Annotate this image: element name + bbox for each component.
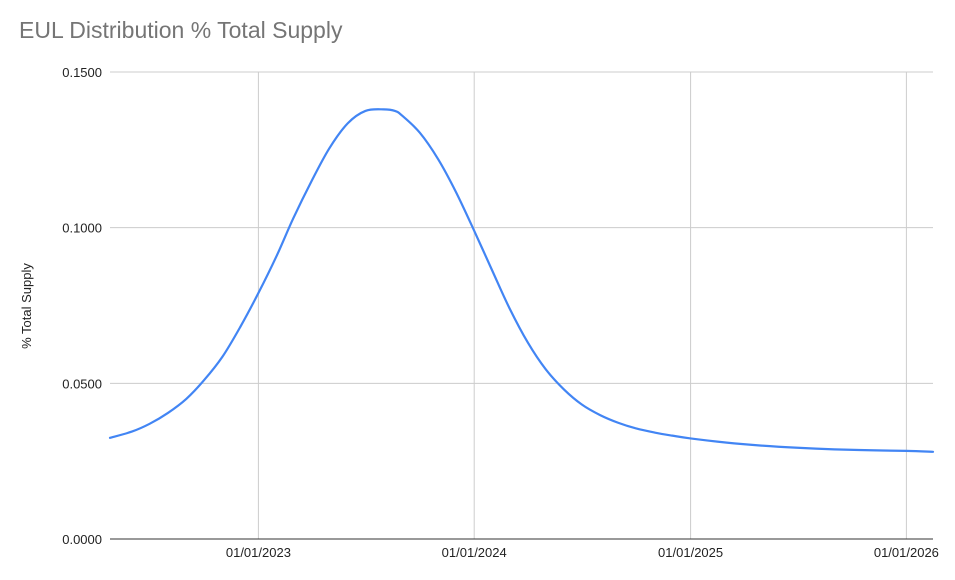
y-tick-label: 0.0000 [62,532,102,547]
series-layer [108,108,935,453]
x-tick-label: 01/01/2023 [226,545,291,560]
chart-title: EUL Distribution % Total Supply [19,17,343,43]
y-axis-title: % Total Supply [19,263,34,349]
tick-labels: 0.0000 0.0500 0.1000 0.1500 01/01/2023 01/01/… [62,65,939,560]
y-tick-label: 0.0500 [62,376,102,391]
x-tick-label: 01/01/2024 [442,545,507,560]
y-tick-label: 0.1000 [62,221,102,236]
grid-lines [110,71,933,539]
x-tick-label: 01/01/2026 [874,545,939,560]
series-line [108,108,935,453]
x-tick-label: 01/01/2025 [658,545,723,560]
y-tick-label: 0.1500 [62,65,102,80]
